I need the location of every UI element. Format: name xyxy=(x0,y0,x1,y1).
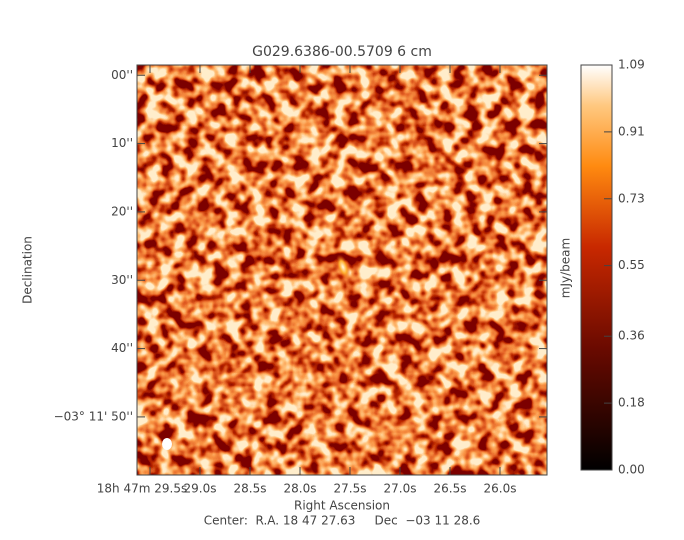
y-tick-label: 10'' xyxy=(111,136,133,150)
y-axis-label: Declination xyxy=(21,236,35,304)
colorbar-tick-label: 0.91 xyxy=(618,124,645,138)
colorbar-tick-label: 0.00 xyxy=(618,463,645,477)
y-tick-label: 40'' xyxy=(111,341,133,355)
colorbar-tick-label: 1.09 xyxy=(618,58,645,72)
footer: Center: R.A. 18 47 27.63 Dec −03 11 28.6 xyxy=(204,514,481,528)
y-tick-label: 00'' xyxy=(111,68,133,82)
x-tick-label: 29.0s xyxy=(184,482,217,496)
x-tick-label: 28.5s xyxy=(234,482,267,496)
x-tick-label: 26.5s xyxy=(434,482,467,496)
frame xyxy=(136,64,548,476)
x-tick-label: 18h 47m 29.5s xyxy=(97,482,187,496)
y-tick-label: −03° 11' 50'' xyxy=(54,409,133,423)
y-tick-label: 30'' xyxy=(111,273,133,287)
chart-title: G029.6386-00.5709 6 cm xyxy=(252,44,432,60)
colorbar xyxy=(580,64,613,471)
beam xyxy=(162,438,172,450)
x-tick-label: 27.0s xyxy=(384,482,417,496)
source xyxy=(335,254,351,280)
x-tick-label: 26.0s xyxy=(484,482,517,496)
colorbar-tick-label: 0.36 xyxy=(618,329,645,343)
x-axis-label: Right Ascension xyxy=(294,499,390,513)
colorbar-tick-label: 0.73 xyxy=(618,191,645,205)
colorbar-tick-label: 0.55 xyxy=(618,258,645,272)
colorbar-label: mJy/beam xyxy=(559,238,573,298)
y-tick-label: 20'' xyxy=(111,204,133,218)
x-tick-label: 28.0s xyxy=(284,482,317,496)
x-tick-label: 27.5s xyxy=(334,482,367,496)
colorbar-tick-label: 0.18 xyxy=(618,396,645,410)
